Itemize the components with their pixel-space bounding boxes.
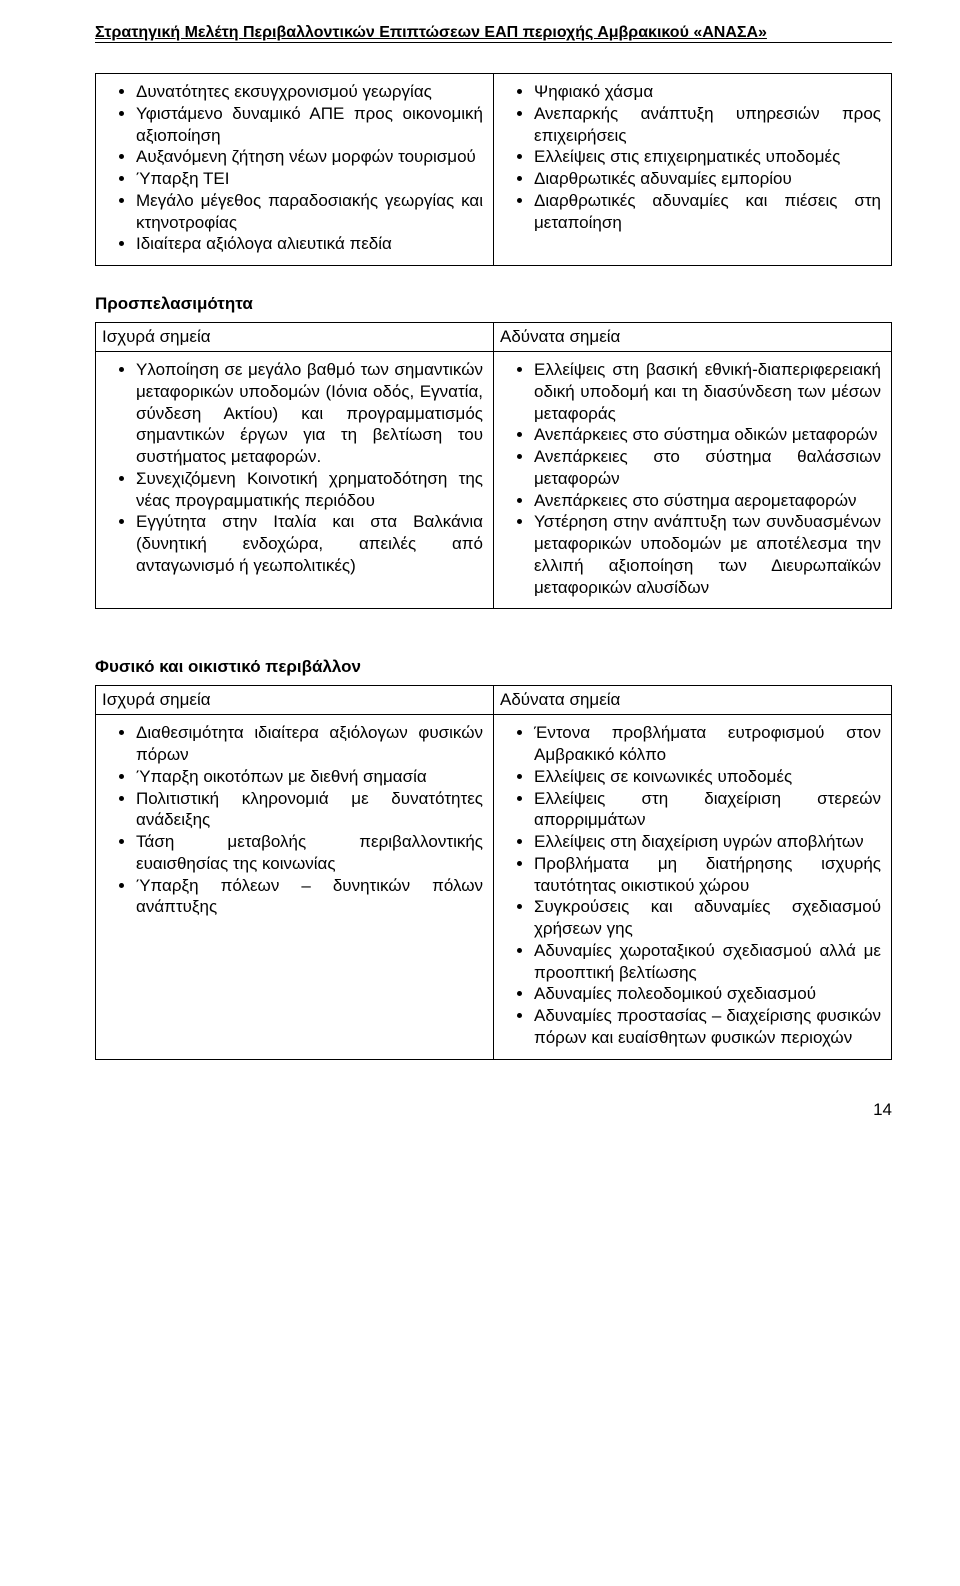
list-item: Ψηφιακό χάσμα [534, 81, 885, 103]
bullet-list: Ελλείψεις στη βασική εθνική-διαπεριφερει… [500, 359, 885, 598]
list-item: Ανεπάρκειες στο σύστημα θαλάσσιων μεταφο… [534, 446, 885, 490]
strong-points-cell: Υλοποίηση σε μεγάλο βαθμό των σημαντικών… [96, 352, 494, 609]
list-item: Συνεχιζόμενη Κοινοτική χρηματοδότηση της… [136, 468, 487, 512]
list-item: Υλοποίηση σε μεγάλο βαθμό των σημαντικών… [136, 359, 487, 468]
page-container: Στρατηγική Μελέτη Περιβαλλοντικών Επιπτώ… [0, 0, 960, 1160]
list-item: Ανεπαρκής ανάπτυξη υπηρεσιών προς επιχει… [534, 103, 885, 147]
list-item: Συγκρούσεις και αδυναμίες σχεδιασμού χρή… [534, 896, 885, 940]
accessibility-swot-table: Ισχυρά σημεία Αδύνατα σημεία Υλοποίηση σ… [95, 322, 892, 609]
list-item: Αυξανόμενη ζήτηση νέων μορφών τουρισμού [136, 146, 487, 168]
top-right-cell: Ψηφιακό χάσμα Ανεπαρκής ανάπτυξη υπηρεσι… [494, 74, 892, 266]
list-item: Ύπαρξη πόλεων – δυνητικών πόλων ανάπτυξη… [136, 875, 487, 919]
list-item: Ύπαρξη οικοτόπων με διεθνή σημασία [136, 766, 487, 788]
table-header-row: Ισχυρά σημεία Αδύνατα σημεία [96, 686, 892, 715]
bullet-list: Διαθεσιμότητα ιδιαίτερα αξιόλογων φυσικώ… [102, 722, 487, 918]
bullet-list: Δυνατότητες εκσυγχρονισμού γεωργίας Υφισ… [102, 81, 487, 255]
list-item: Ανεπάρκειες στο σύστημα αερομεταφορών [534, 490, 885, 512]
list-item: Διαθεσιμότητα ιδιαίτερα αξιόλογων φυσικώ… [136, 722, 487, 766]
list-item: Αδυναμίες χωροταξικού σχεδιασμού αλλά με… [534, 940, 885, 984]
list-item: Ιδιαίτερα αξιόλογα αλιευτικά πεδία [136, 233, 487, 255]
weak-points-header: Αδύνατα σημεία [494, 323, 892, 352]
bullet-list: Ψηφιακό χάσμα Ανεπαρκής ανάπτυξη υπηρεσι… [500, 81, 885, 233]
list-item: Ελλείψεις στη διαχείριση υγρών αποβλήτων [534, 831, 885, 853]
weak-points-cell: Ελλείψεις στη βασική εθνική-διαπεριφερει… [494, 352, 892, 609]
list-item: Αδυναμίες πολεοδομικού σχεδιασμού [534, 983, 885, 1005]
strong-points-header: Ισχυρά σημεία [96, 323, 494, 352]
list-item: Μεγάλο μέγεθος παραδοσιακής γεωργίας και… [136, 190, 487, 234]
section-title-environment: Φυσικό και οικιστικό περιβάλλον [95, 657, 892, 677]
list-item: Ελλείψεις στη διαχείριση στερεών απορριμ… [534, 788, 885, 832]
list-item: Ανεπάρκειες στο σύστημα οδικών μεταφορών [534, 424, 885, 446]
list-item: Ελλείψεις στη βασική εθνική-διαπεριφερει… [534, 359, 885, 424]
strong-points-header: Ισχυρά σημεία [96, 686, 494, 715]
weak-points-cell: Έντονα προβλήματα ευτροφισμού στον Αμβρα… [494, 715, 892, 1059]
table-header-row: Ισχυρά σημεία Αδύνατα σημεία [96, 323, 892, 352]
list-item: Τάση μεταβολής περιβαλλοντικής ευαισθησί… [136, 831, 487, 875]
strong-points-cell: Διαθεσιμότητα ιδιαίτερα αξιόλογων φυσικώ… [96, 715, 494, 1059]
list-item: Προβλήματα μη διατήρησης ισχυρής ταυτότη… [534, 853, 885, 897]
list-item: Υστέρηση στην ανάπτυξη των συνδυασμένων … [534, 511, 885, 598]
list-item: Ελλείψεις σε κοινωνικές υποδομές [534, 766, 885, 788]
bullet-list: Έντονα προβλήματα ευτροφισμού στον Αμβρα… [500, 722, 885, 1048]
list-item: Δυνατότητες εκσυγχρονισμού γεωργίας [136, 81, 487, 103]
top-swot-table: Δυνατότητες εκσυγχρονισμού γεωργίας Υφισ… [95, 73, 892, 266]
bullet-list: Υλοποίηση σε μεγάλο βαθμό των σημαντικών… [102, 359, 487, 577]
section-title-accessibility: Προσπελασιμότητα [95, 294, 892, 314]
list-item: Υφιστάμενο δυναμικό ΑΠΕ προς οικονομική … [136, 103, 487, 147]
page-number: 14 [95, 1100, 892, 1120]
page-header: Στρατηγική Μελέτη Περιβαλλοντικών Επιπτώ… [95, 24, 892, 43]
list-item: Διαρθρωτικές αδυναμίες εμπορίου [534, 168, 885, 190]
list-item: Αδυναμίες προστασίας – διαχείρισης φυσικ… [534, 1005, 885, 1049]
list-item: Ύπαρξη ΤΕΙ [136, 168, 487, 190]
list-item: Έντονα προβλήματα ευτροφισμού στον Αμβρα… [534, 722, 885, 766]
table-row: Δυνατότητες εκσυγχρονισμού γεωργίας Υφισ… [96, 74, 892, 266]
environment-swot-table: Ισχυρά σημεία Αδύνατα σημεία Διαθεσιμότη… [95, 685, 892, 1059]
list-item: Ελλείψεις στις επιχειρηματικές υποδομές [534, 146, 885, 168]
weak-points-header: Αδύνατα σημεία [494, 686, 892, 715]
top-left-cell: Δυνατότητες εκσυγχρονισμού γεωργίας Υφισ… [96, 74, 494, 266]
table-row: Διαθεσιμότητα ιδιαίτερα αξιόλογων φυσικώ… [96, 715, 892, 1059]
list-item: Διαρθρωτικές αδυναμίες και πιέσεις στη μ… [534, 190, 885, 234]
table-row: Υλοποίηση σε μεγάλο βαθμό των σημαντικών… [96, 352, 892, 609]
list-item: Εγγύτητα στην Ιταλία και στα Βαλκάνια (δ… [136, 511, 487, 576]
list-item: Πολιτιστική κληρονομιά με δυνατότητες αν… [136, 788, 487, 832]
